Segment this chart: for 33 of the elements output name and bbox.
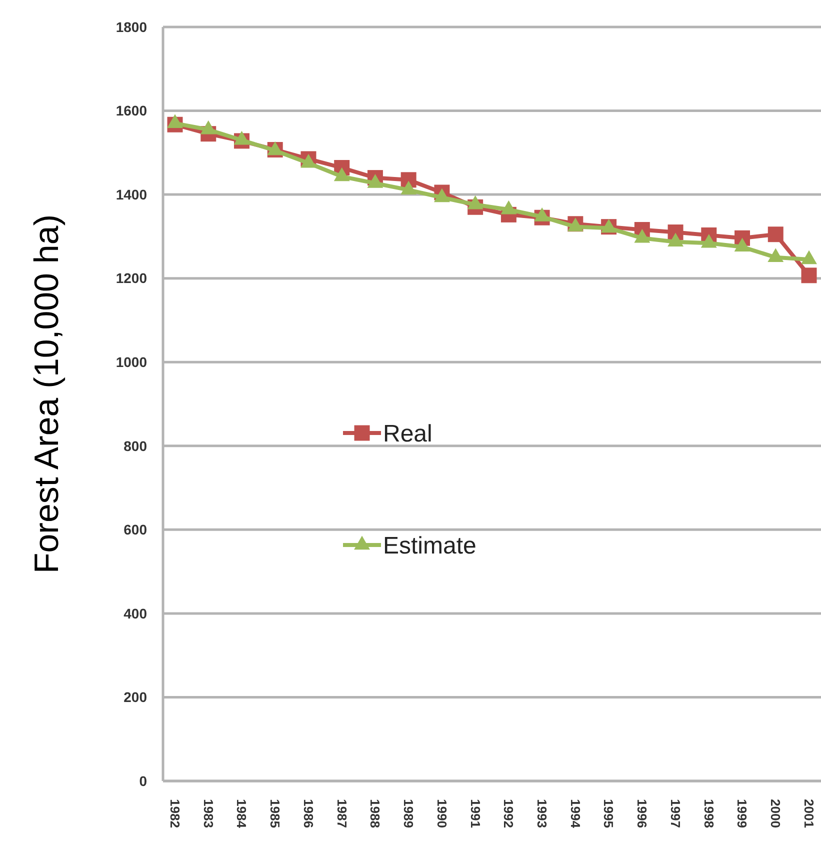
y-tick-label: 1200 — [116, 270, 148, 286]
x-tick-label: 1994 — [568, 799, 583, 829]
y-tick-label: 1600 — [116, 102, 148, 119]
x-tick-label: 1989 — [401, 799, 416, 828]
y-tick-label: 1400 — [116, 186, 148, 202]
x-tick-label: 2000 — [768, 799, 784, 828]
y-axis-title: Forest Area (10,000 ha) — [28, 214, 66, 574]
legend-label: Estimate — [383, 532, 476, 560]
x-tick-label: 1983 — [200, 799, 216, 828]
y-tick-label: 1000 — [116, 354, 148, 370]
x-tick-label: 1995 — [601, 799, 616, 828]
x-tick-label: 1992 — [501, 799, 516, 828]
x-tick-label: 1991 — [468, 799, 483, 828]
legend-label: Real — [383, 420, 432, 448]
y-tick-label: 0 — [139, 772, 148, 789]
x-tick-label: 1990 — [434, 799, 450, 828]
y-tick-label: 600 — [124, 522, 148, 538]
x-tick-label: 2001 — [801, 799, 816, 828]
y-tick-label: 1800 — [116, 18, 148, 35]
x-tick-label: 1996 — [634, 799, 650, 828]
y-tick-label: 800 — [124, 438, 148, 454]
x-tick-label: 1997 — [668, 799, 683, 828]
x-tick-label: 1999 — [734, 799, 750, 828]
x-tick-label: 1985 — [268, 799, 283, 828]
y-tick-label: 200 — [124, 689, 148, 706]
y-tick-label: 400 — [124, 605, 148, 622]
x-tick-label: 1987 — [334, 799, 350, 828]
x-tick-label: 1984 — [234, 799, 250, 829]
x-tick-label: 1998 — [701, 799, 716, 828]
x-tick-label: 1988 — [368, 799, 383, 828]
x-tick-label: 1993 — [534, 799, 550, 828]
x-tick-label: 1986 — [300, 799, 316, 828]
x-tick-label: 1982 — [167, 799, 182, 828]
